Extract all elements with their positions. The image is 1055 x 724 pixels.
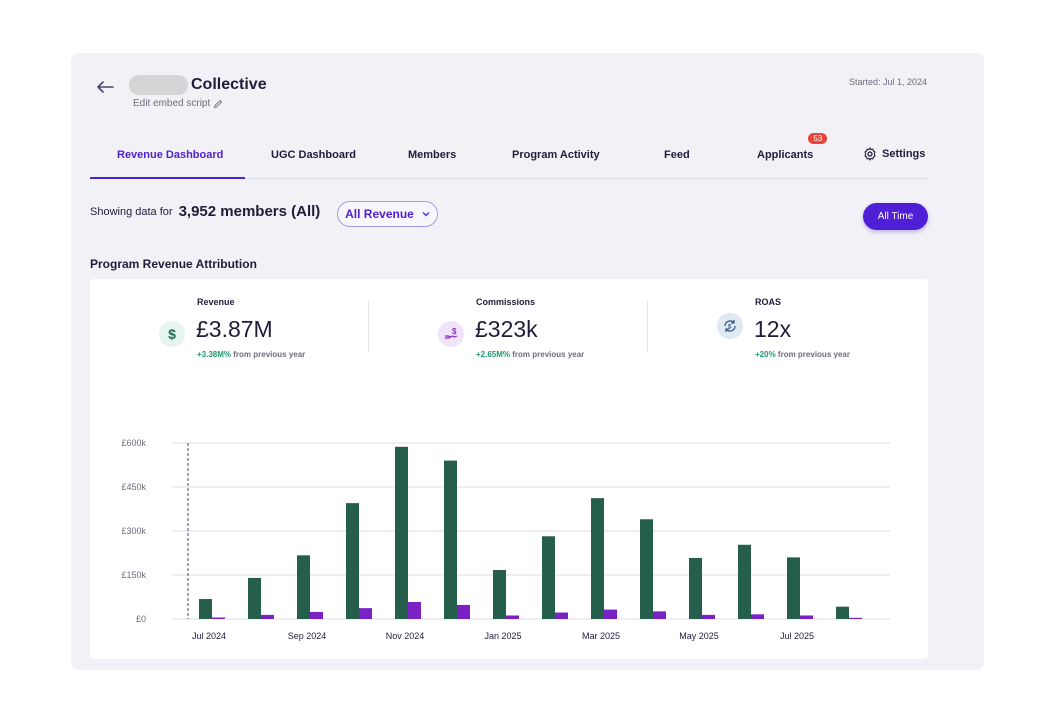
revenue-bar[interactable] (689, 557, 702, 619)
commission-bar[interactable] (751, 614, 764, 619)
member-filter-summary: Showing data for 3,952 members (All) (90, 203, 320, 220)
edit-embed-label: Edit embed script (133, 98, 211, 109)
gear-icon (864, 147, 876, 161)
x-tick-label: Mar 2025 (582, 631, 620, 641)
revenue-bar[interactable] (493, 570, 506, 619)
tab-feed[interactable]: Feed (664, 149, 690, 161)
commission-bar[interactable] (800, 615, 813, 619)
x-tick-label: Jul 2024 (192, 631, 226, 641)
y-tick-label: £600k (121, 438, 146, 448)
kpi-divider (647, 301, 648, 351)
commission-bar[interactable] (457, 604, 470, 619)
revenue-bar[interactable] (591, 498, 604, 619)
kpi-commissions-change: +2.65M% from previous year (476, 348, 586, 361)
kpi-roas-change-suffix: from previous year (777, 350, 850, 359)
revenue-bar[interactable] (836, 606, 849, 619)
commission-bar[interactable] (310, 611, 323, 619)
tab-revenue-dashboard[interactable]: Revenue Dashboard (117, 149, 224, 161)
commission-bar[interactable] (555, 612, 568, 619)
x-tick-label: Jul 2025 (780, 631, 814, 641)
tab-applicants[interactable]: Applicants 53 (757, 133, 828, 161)
kpi-roas-change: +20% from previous year (755, 348, 905, 361)
tab-applicants-label: Applicants (757, 149, 814, 161)
dollar-icon: $ (159, 321, 185, 347)
x-tick-label: Nov 2024 (386, 631, 425, 641)
commission-bar[interactable] (653, 611, 666, 619)
revenue-bar[interactable] (199, 599, 212, 619)
svg-text:$: $ (728, 325, 732, 331)
section-title: Program Revenue Attribution (90, 257, 257, 271)
member-count: 3,952 members (All) (178, 203, 321, 220)
kpi-roas-label: ROAS (755, 297, 782, 307)
y-tick-label: £150k (121, 570, 146, 580)
applicants-count-badge: 53 (808, 133, 828, 144)
hand-coin-glyph: $ (445, 327, 458, 339)
x-tick-label: May 2025 (679, 631, 719, 641)
edit-embed-link[interactable]: Edit embed script (133, 98, 223, 109)
active-tab-indicator (90, 177, 245, 179)
x-tick-label: Sep 2024 (288, 631, 327, 641)
y-tick-label: £0 (136, 614, 146, 624)
kpi-commissions-change-suffix: from previous year (512, 350, 585, 359)
commission-bar[interactable] (408, 601, 421, 619)
back-arrow-icon[interactable] (95, 79, 115, 95)
time-range-button[interactable]: All Time (863, 203, 928, 230)
refresh-currency-glyph: $ (724, 320, 736, 332)
commission-bar[interactable] (702, 614, 715, 619)
commission-bar[interactable] (506, 615, 519, 619)
revenue-bar-chart: £0 £150k £300k £450k £600k Jul 2024 Sep 2024 No… (121, 438, 890, 641)
revenue-bar[interactable] (395, 446, 408, 619)
revenue-bar[interactable] (444, 460, 457, 619)
kpi-roas-change-value: +20% (755, 350, 776, 359)
chevron-down-icon (422, 212, 430, 217)
kpi-divider (368, 301, 369, 351)
y-tick-label: £450k (121, 482, 146, 492)
revenue-bar[interactable] (542, 536, 555, 619)
x-tick-label: Jan 2025 (484, 631, 521, 641)
revenue-bar[interactable] (346, 503, 359, 619)
revenue-bar[interactable] (738, 544, 751, 619)
svg-text:$: $ (452, 327, 457, 336)
commission-bar[interactable] (604, 609, 617, 619)
kpi-commissions-value: £323k (475, 316, 538, 342)
commission-bar[interactable] (359, 608, 372, 619)
pencil-icon (214, 99, 223, 108)
y-tick-label: £300k (121, 526, 146, 536)
commission-bar[interactable] (212, 617, 225, 619)
revenue-attribution-card: $ Revenue £3.87M +3.38M% from previous y… (90, 279, 928, 659)
showing-label: Showing data for (90, 205, 173, 218)
commission-bar[interactable] (261, 614, 274, 619)
revenue-bar[interactable] (640, 519, 653, 619)
tab-ugc-dashboard[interactable]: UGC Dashboard (271, 149, 356, 161)
kpi-revenue-change: +3.38M% from previous year (197, 348, 307, 361)
kpi-revenue-change-value: +3.38M% (197, 350, 232, 359)
tab-program-activity[interactable]: Program Activity (512, 149, 600, 161)
commission-bar[interactable] (849, 617, 862, 619)
revenue-filter-dropdown[interactable]: All Revenue (337, 201, 438, 227)
kpi-revenue-value: £3.87M (196, 316, 273, 342)
started-date: Started: Jul 1, 2024 (848, 77, 927, 87)
refresh-currency-icon: $ (717, 313, 743, 339)
revenue-bar[interactable] (297, 555, 310, 619)
page-title: Collective (191, 76, 267, 93)
kpi-revenue-label: Revenue (197, 297, 235, 307)
revenue-bar[interactable] (787, 557, 800, 619)
revenue-filter-value: All Revenue (345, 207, 414, 221)
app-window: Collective Edit embed script Started: Ju… (71, 53, 984, 670)
tab-members[interactable]: Members (408, 149, 457, 161)
tab-bar: Revenue Dashboard UGC Dashboard Members … (90, 133, 928, 179)
hand-coin-icon: $ (438, 321, 464, 347)
kpi-roas-value: 12x (754, 316, 792, 342)
kpi-commissions-change-value: +2.65M% (476, 350, 511, 359)
redacted-brand-name (129, 75, 188, 95)
revenue-bar[interactable] (248, 577, 261, 619)
tab-settings-label: Settings (882, 148, 926, 160)
kpi-commissions-label: Commissions (476, 297, 536, 307)
kpi-revenue-change-suffix: from previous year (233, 350, 306, 359)
tab-settings[interactable]: Settings (863, 147, 925, 161)
